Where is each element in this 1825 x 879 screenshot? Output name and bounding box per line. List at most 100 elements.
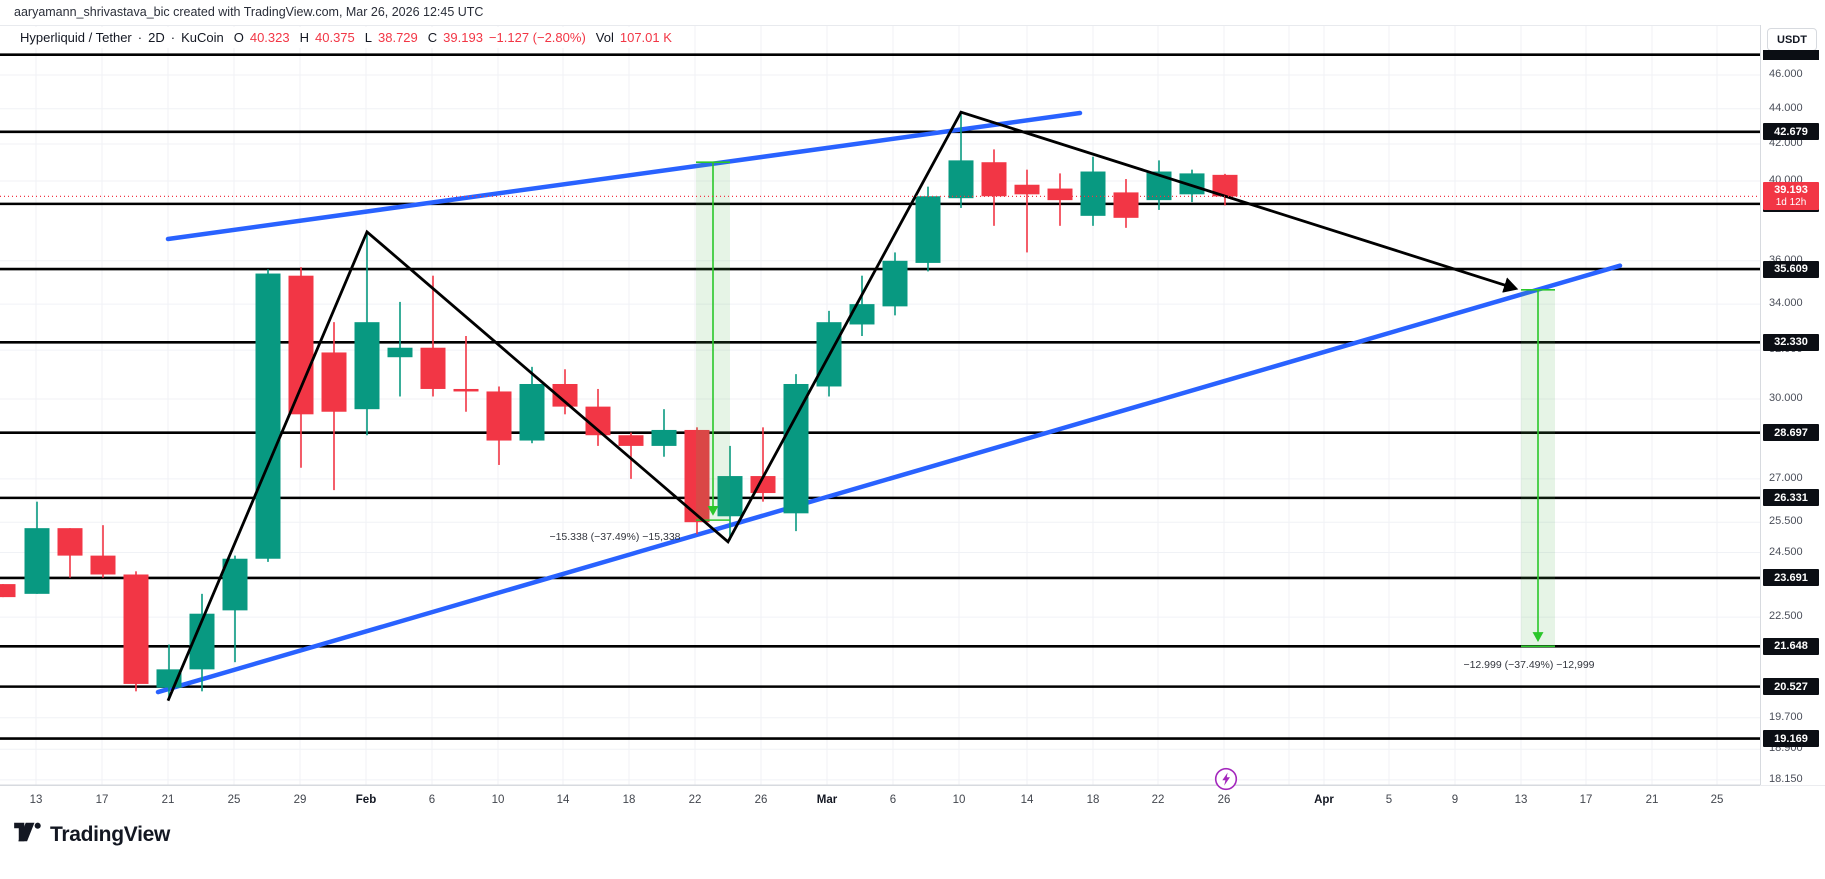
candle-feb-18 (618, 432, 644, 479)
time-tick-label: 14 (1020, 794, 1034, 806)
time-tick-label: 18 (1086, 794, 1100, 806)
currency-toggle-button[interactable]: USDT (1767, 28, 1817, 51)
candle-jan-25 (222, 555, 248, 663)
time-tick-label: 17 (95, 794, 109, 806)
close-label: C (427, 30, 438, 45)
candle-mar-14 (1014, 169, 1040, 253)
time-tick-label: 6 (428, 794, 436, 806)
header-divider (0, 25, 1825, 26)
time-tick-label: 14 (556, 794, 570, 806)
candle-jan-29 (288, 267, 314, 468)
timeframe-selector[interactable]: 2D (148, 30, 165, 45)
range-measurement-label: −12.999 (−37.49%) −12,999 (1463, 659, 1594, 671)
time-tick-label: 10 (491, 794, 505, 806)
candle-jan-31 (321, 322, 347, 491)
price-range-band[interactable]: −12.999 (−37.49%) −12,999 (1463, 288, 1595, 671)
candle-feb-14 (552, 369, 578, 415)
symbol-header[interactable]: Hyperliquid / Tether · 2D · KuCoin O 40.3… (10, 27, 682, 48)
volume-label: Vol (595, 30, 614, 45)
time-tick-label: 25 (227, 794, 241, 806)
candle-mar-6 (882, 252, 908, 316)
time-axis[interactable]: 13 17 21 25 29 Feb 6 10 14 18 22 26 Mar 6 10 14 18 22 26 Ap… (0, 785, 1760, 818)
price-tick-label: 46.000 (1769, 68, 1803, 80)
candle-jan-19 (123, 571, 149, 692)
candle-feb-10 (486, 386, 512, 465)
zigzag-trend-line[interactable] (166, 110, 1519, 702)
low-label: L (364, 30, 372, 45)
candle-feb-12 (519, 366, 545, 444)
tradingview-logo[interactable]: TradingView (14, 820, 170, 849)
open-value: 40.323 (249, 30, 290, 45)
high-value: 40.375 (315, 30, 355, 45)
price-level-badge: 20.527 (1763, 678, 1819, 696)
price-level-badge: 32.330 (1763, 333, 1819, 351)
tradingview-logo-icon (14, 820, 42, 849)
candle-mar-4 (849, 275, 875, 337)
price-tick-label: 24.500 (1769, 545, 1803, 558)
candle-feb-20 (651, 409, 677, 457)
time-tick-label: 26 (754, 794, 768, 806)
price-tick-label: 18.150 (1769, 772, 1803, 785)
price-axis[interactable]: USDT 46.000 44.000 42.000 40.000 36.000 34.00… (1760, 25, 1825, 785)
candle-mar-20 (1113, 179, 1139, 228)
price-tick-label: 22.500 (1769, 610, 1803, 623)
separator: · (170, 30, 176, 45)
lightning-event-icon[interactable] (1213, 766, 1239, 797)
exchange-label: KuCoin (181, 30, 224, 45)
time-tick-label: 21 (161, 794, 175, 806)
price-tick-label: 34.000 (1769, 297, 1803, 310)
price-level-badge: 42.679 (1763, 123, 1819, 141)
volume-value: 107.01 K (619, 30, 672, 45)
candle-mar-8 (915, 186, 941, 272)
price-tick-label: 30.000 (1769, 392, 1803, 404)
current-price-badge: 39.193 1d 12h (1763, 182, 1819, 211)
price-level-badge (1763, 49, 1819, 60)
upper-channel-trendline[interactable] (165, 110, 1083, 242)
price-level-badge: 28.697 (1763, 424, 1819, 442)
candle-feb-24 (717, 445, 743, 541)
time-tick-label: 22 (688, 794, 702, 806)
change-value: −1.127 (−2.80%) (488, 30, 586, 45)
time-tick-label: 13 (29, 794, 43, 806)
time-tick-label: 22 (1151, 794, 1165, 806)
time-tick-label: 5 (1385, 794, 1393, 806)
time-tick-label: 18 (622, 794, 636, 806)
candle-feb-6 (420, 275, 446, 397)
range-measurement-label: −15.338 (−37.49%) −15,338 (549, 531, 680, 543)
watermark: aaryamann_shrivastava_bic created with T… (14, 5, 484, 19)
open-label: O (233, 30, 244, 45)
candle-feb-28 (783, 374, 809, 532)
price-level-badge: 35.609 (1763, 260, 1819, 278)
time-tick-label: Feb (355, 794, 377, 806)
time-tick-label: 6 (889, 794, 897, 806)
candle-mar-22 (1146, 160, 1172, 210)
time-tick-label: Mar (816, 794, 838, 806)
price-tick-label: 25.500 (1769, 515, 1803, 528)
candle-mar-10 (948, 112, 974, 208)
high-label: H (299, 30, 309, 45)
separator: · (137, 30, 143, 45)
time-tick-label: Apr (1314, 794, 1334, 806)
price-tick-label: 27.000 (1769, 471, 1803, 484)
candle-mar-18 (1080, 156, 1106, 226)
candle-feb-2 (354, 231, 380, 436)
candle-feb-4 (387, 301, 413, 397)
candle-jan-15 (57, 528, 83, 578)
candle-jan-13 (24, 501, 50, 594)
candle-jan-11 (0, 584, 16, 598)
candle-jan-17 (90, 525, 116, 578)
time-tick-label: 9 (1451, 794, 1459, 806)
close-value: 39.193 (443, 30, 483, 45)
symbol-title[interactable]: Hyperliquid / Tether (20, 30, 132, 45)
price-range-band[interactable]: −15.338 (−37.49%) −15,338 (549, 161, 730, 543)
lower-channel-trendline[interactable] (155, 263, 1623, 695)
price-level-badge: 19.169 (1763, 730, 1819, 747)
candle-feb-8 (453, 336, 479, 412)
tradingview-logo-text: TradingView (50, 822, 171, 846)
time-tick-label: 29 (293, 794, 307, 806)
time-tick-label: 10 (952, 794, 966, 806)
candle-mar-12 (981, 149, 1007, 226)
price-level-badge: 23.691 (1763, 569, 1819, 587)
